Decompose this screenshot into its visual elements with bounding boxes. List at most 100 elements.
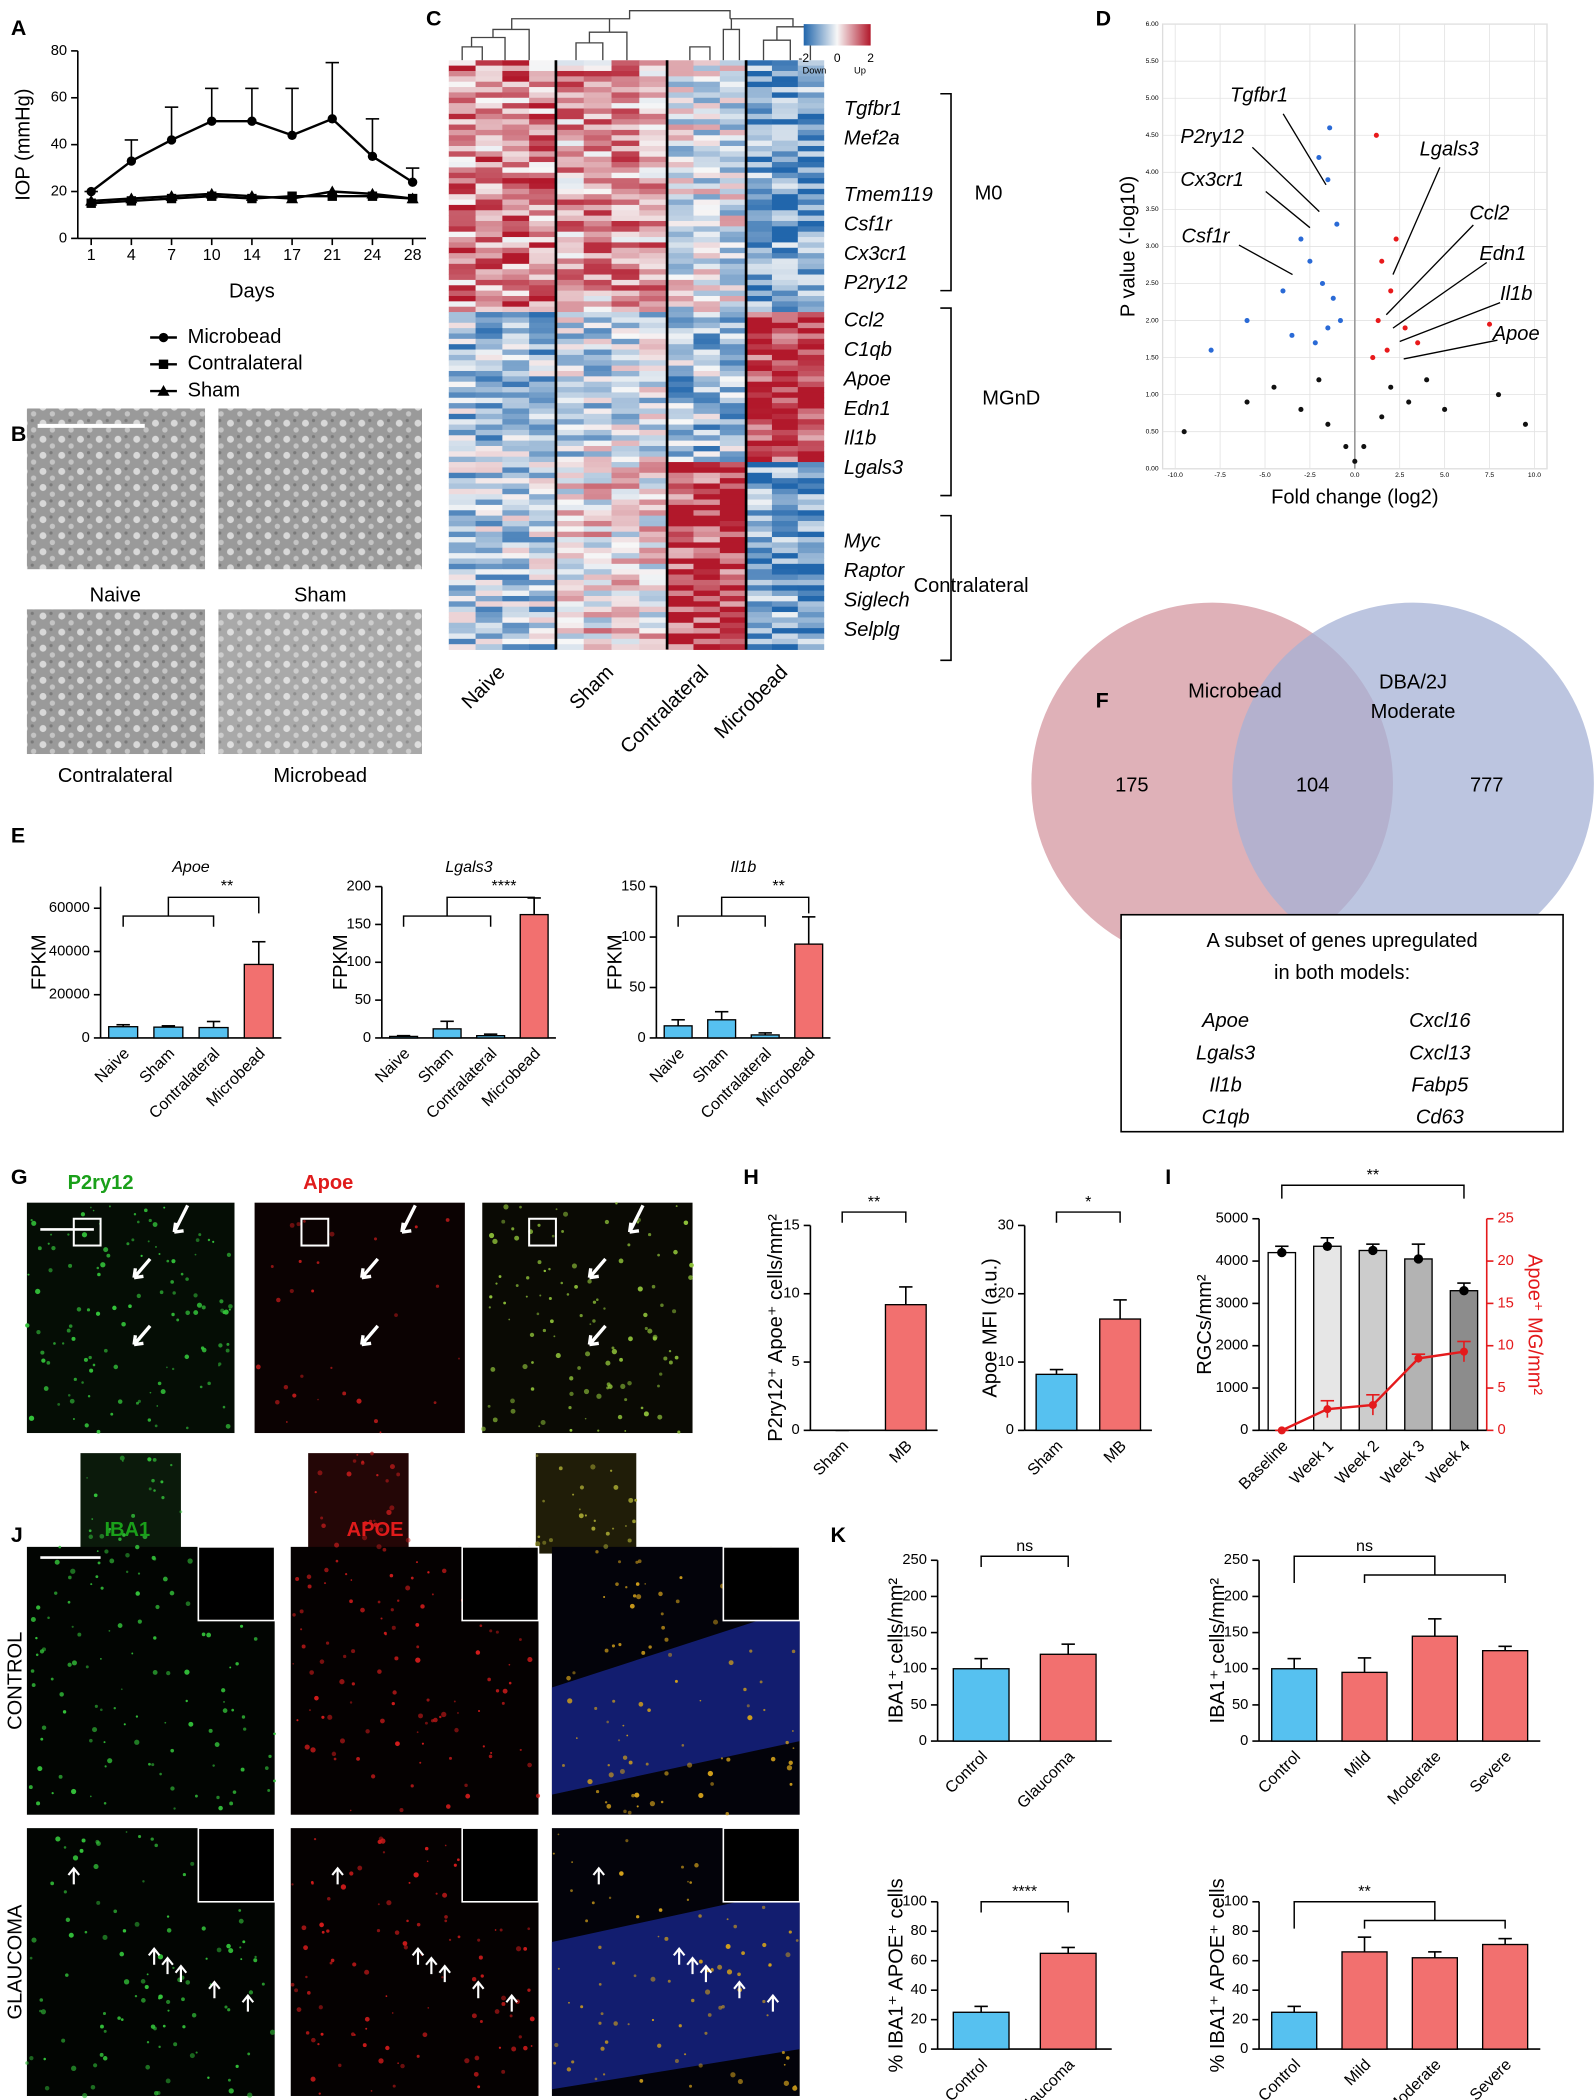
heatmap-cell	[555, 253, 585, 259]
fluorescent-signal	[746, 1704, 750, 1708]
heatmap-cell	[797, 349, 825, 356]
heatmap-cell	[693, 435, 721, 442]
heatmap-cell	[693, 306, 721, 313]
fluorescent-signal	[104, 1765, 107, 1768]
heatmap-cell	[475, 349, 503, 356]
heatmap-cell	[771, 295, 799, 302]
heatmap-cell	[667, 467, 694, 474]
fluorescent-signal	[185, 1277, 189, 1281]
heatmap-cell	[611, 162, 640, 168]
fluorescent-signal	[585, 1351, 591, 1357]
heatmap-cell	[667, 129, 694, 136]
x-tick-label: Week 4	[1423, 1437, 1474, 1488]
fluorescent-signal	[273, 1732, 276, 1736]
heatmap-cell	[693, 210, 721, 217]
heatmap-cell	[555, 247, 585, 254]
heatmap-cell	[667, 531, 694, 538]
heatmap-cell	[611, 290, 640, 297]
fluorescent-signal	[477, 1938, 481, 1942]
heatmap-cell	[555, 612, 585, 618]
heatmap-cell	[719, 558, 747, 565]
heatmap-cell	[475, 344, 503, 350]
fluorescent-signal	[103, 1247, 109, 1253]
heatmap-cell	[583, 269, 612, 275]
fluorescent-signal	[103, 1741, 106, 1744]
heatmap-cell	[667, 365, 694, 372]
heatmap-cell	[719, 188, 747, 195]
fluorescent-signal	[306, 1574, 312, 1580]
heatmap-cell	[502, 215, 530, 222]
fluorescent-signal	[675, 1205, 678, 1208]
heatmap-cell	[502, 322, 530, 329]
colorbar-tick-label: -2	[798, 51, 809, 65]
heatmap-cell	[693, 349, 721, 356]
arrow	[161, 1956, 174, 1975]
gene-label: Tgfbr1	[844, 98, 902, 120]
fluorescent-signal	[498, 1275, 502, 1278]
fluorescent-signal	[606, 1803, 612, 1809]
heatmap-cell	[555, 65, 585, 72]
heatmap-cell	[611, 113, 640, 120]
x-axis-label: Fold change (log2)	[1271, 487, 1438, 509]
y-tick-label: 15	[783, 1217, 799, 1233]
fluorescent-signal	[208, 1728, 213, 1733]
heatmap-cell	[529, 403, 557, 409]
heatmap-cell	[719, 97, 747, 104]
heatmap-cell	[529, 156, 557, 163]
fluorescent-signal	[155, 1604, 160, 1610]
fluorescent-signal	[562, 1763, 565, 1767]
heatmap-cell	[529, 124, 557, 131]
fluorescent-signal	[495, 1689, 500, 1693]
heatmap-cell	[693, 612, 721, 618]
fluorescent-signal	[783, 2063, 786, 2066]
fluorescent-signal	[228, 1948, 234, 1954]
heatmap-cell	[555, 504, 585, 511]
fluorescent-signal	[222, 1405, 226, 1409]
fluorescent-signal	[788, 1930, 792, 1934]
heatmap-cell	[448, 65, 476, 72]
fluorescent-signal	[595, 1550, 599, 1554]
y-tick-label: 0.00	[1146, 466, 1159, 473]
annotation: Apoe	[1492, 323, 1540, 345]
fluorescent-signal	[604, 1648, 609, 1653]
heatmap-cell	[448, 595, 476, 602]
fluorescent-signal	[125, 1831, 128, 1833]
y-axis-label: IBA1⁺ cells/mm²	[886, 1578, 908, 1724]
fluorescent-signal	[53, 1342, 56, 1345]
heatmap-cell	[667, 429, 694, 436]
heatmap-cell	[475, 510, 503, 517]
heatmap-cell	[448, 429, 476, 436]
fluorescent-signal	[314, 1491, 317, 1494]
heatmap-cell	[797, 269, 825, 275]
heatmap-cell	[555, 472, 585, 479]
fluorescent-signal	[449, 1756, 452, 1760]
heatmap-cell	[746, 306, 773, 313]
fluorescent-signal	[131, 1238, 135, 1242]
heatmap-cell	[746, 172, 773, 179]
y-tick-label: 250	[902, 1552, 927, 1568]
fluorescent-signal	[389, 1573, 394, 1578]
fluorescent-signal	[632, 1594, 637, 1598]
fluorescent-signal	[596, 1393, 602, 1399]
colorbar-label: Up	[854, 65, 866, 75]
heatmap-cell	[693, 440, 721, 447]
heatmap-cell	[667, 135, 694, 142]
heatmap-cell	[771, 349, 799, 356]
heatmap-cell	[667, 644, 694, 650]
inset	[308, 1453, 409, 1554]
heatmap-cell	[475, 274, 503, 281]
arrow	[672, 1946, 686, 1965]
significance-bracket	[677, 896, 810, 927]
fluorescent-signal	[473, 2071, 479, 2077]
fluorescent-signal	[749, 1649, 753, 1653]
heatmap-cell	[797, 237, 825, 243]
fluorescent-signal	[710, 1782, 714, 1786]
y-tick-label: 0	[1006, 1422, 1014, 1438]
heatmap-cell	[475, 595, 503, 602]
fluorescent-signal	[81, 1381, 84, 1384]
fluorescent-signal	[228, 1308, 231, 1311]
heatmap-cell	[667, 553, 694, 559]
fluorescent-signal	[457, 1935, 461, 1939]
heatmap-cell	[746, 612, 773, 618]
heatmap-cell	[502, 595, 530, 602]
